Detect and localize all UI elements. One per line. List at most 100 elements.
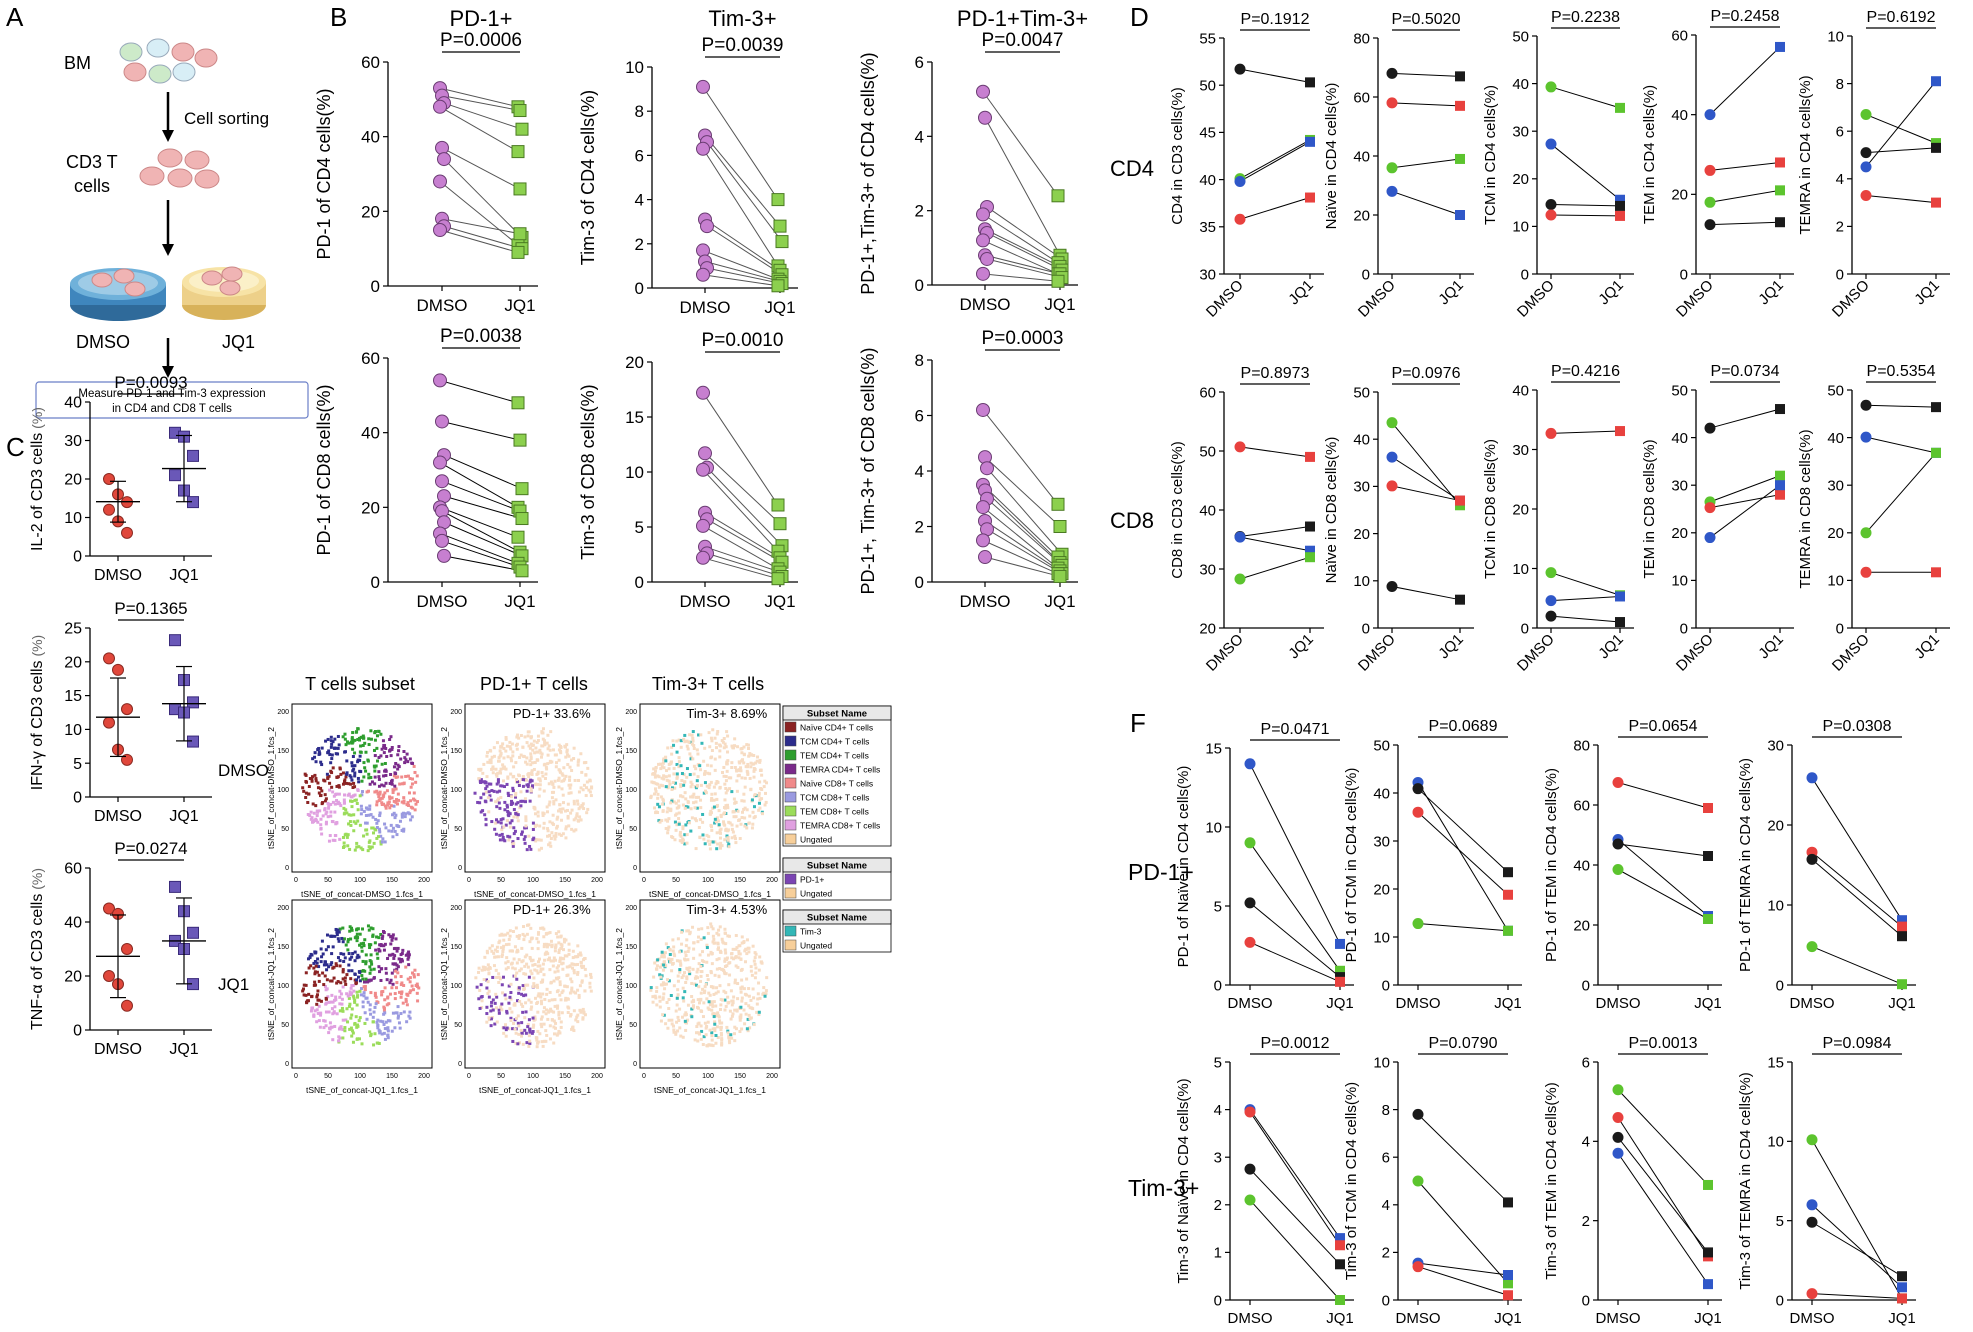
tsne-dot xyxy=(344,743,348,747)
tsne-dot xyxy=(341,1028,345,1032)
y-tick-label: 8 xyxy=(1836,76,1844,93)
tsne-dot xyxy=(371,831,375,835)
tsne-dot xyxy=(397,957,401,961)
tsne-dot xyxy=(387,829,391,833)
tsne-dot xyxy=(669,809,673,813)
jq1-point xyxy=(1503,1197,1513,1208)
tsne-dot xyxy=(342,801,346,805)
tsne-x-tick: 100 xyxy=(702,1073,714,1080)
tsne-dot xyxy=(676,799,680,803)
tsne-dot xyxy=(662,963,666,967)
tsne-dot xyxy=(355,939,359,943)
jq1-point xyxy=(1051,189,1065,203)
tsne-dot xyxy=(517,936,521,940)
tsne-dot xyxy=(669,801,673,805)
tsne-dot xyxy=(683,957,687,961)
tsne-dot xyxy=(699,768,703,772)
dmso-point xyxy=(1386,480,1398,492)
tsne-dot xyxy=(479,983,483,987)
pair-line xyxy=(443,454,523,490)
tsne-dot xyxy=(538,992,542,996)
legend-swatch xyxy=(784,735,797,747)
tsne-dot xyxy=(531,963,535,967)
tsne-dot xyxy=(707,731,711,735)
tsne-dot xyxy=(395,963,399,967)
tsne-dot xyxy=(655,986,659,990)
tsne-dot xyxy=(356,819,360,823)
panel-letter-a: A xyxy=(6,2,24,32)
tsne-dot xyxy=(664,982,668,986)
tsne-dot xyxy=(730,827,734,831)
x-tick-label: DMSO xyxy=(1203,631,1247,675)
jq1-point xyxy=(1703,1247,1713,1258)
tsne-dot xyxy=(527,744,531,748)
tsne-dot xyxy=(358,989,362,993)
tsne-dot xyxy=(373,731,377,735)
tsne-dot xyxy=(501,933,505,937)
tsne-dot xyxy=(480,1006,484,1010)
tsne-dot xyxy=(659,762,663,766)
tsne-x-tick: 100 xyxy=(527,1073,539,1080)
tsne-dot xyxy=(366,1000,370,1004)
tsne-dot xyxy=(389,942,393,946)
tsne-dot xyxy=(576,955,580,959)
tsne-dot xyxy=(549,730,553,734)
tsne-dot xyxy=(499,818,503,822)
tsne-dot xyxy=(691,736,695,740)
x-tick-label: DMSO xyxy=(417,296,468,315)
tsne-dot xyxy=(514,795,518,799)
tsne-dot xyxy=(755,1002,759,1006)
tsne-dot xyxy=(742,1008,746,1012)
tsne-dot xyxy=(404,812,408,816)
tsne-dot xyxy=(534,783,538,787)
tsne-dot xyxy=(502,825,506,829)
pair-line xyxy=(1550,204,1621,207)
tsne-dot xyxy=(333,1024,337,1028)
tsne-dot xyxy=(740,985,744,989)
tsne-dot xyxy=(740,815,744,819)
tsne-dot xyxy=(313,950,317,954)
legend-label: Ungated xyxy=(800,941,832,951)
p-value-label: P=0.8973 xyxy=(1241,365,1310,382)
tsne-dot xyxy=(401,1001,405,1005)
tsne-dot xyxy=(753,767,757,771)
cd3-label-line1: CD3 T xyxy=(66,152,118,172)
tsne-dot xyxy=(507,1001,511,1005)
tsne-dot xyxy=(559,810,563,814)
tsne-dot xyxy=(740,999,744,1003)
tsne-dot xyxy=(685,744,689,748)
tsne-dot xyxy=(555,1033,559,1037)
tsne-dot xyxy=(408,1010,412,1014)
tsne-dot xyxy=(353,751,357,755)
tsne-dot xyxy=(499,744,503,748)
tsne-dot xyxy=(698,764,702,768)
tsne-dot xyxy=(554,932,558,936)
tsne-dot xyxy=(350,805,354,809)
tsne-dot xyxy=(361,848,365,852)
tsne-dot xyxy=(519,804,523,808)
tsne-dot xyxy=(508,949,512,953)
tsne-dot xyxy=(566,763,570,767)
tsne-dot xyxy=(367,979,371,983)
tsne-dot xyxy=(520,832,524,836)
tsne-dot xyxy=(710,1003,714,1007)
tsne-dot xyxy=(509,962,513,966)
y-tick-label: 60 xyxy=(64,861,82,878)
tsne-dot xyxy=(523,841,527,845)
tsne-dot xyxy=(490,755,494,759)
tsne-dot xyxy=(505,1009,509,1013)
tsne-dot xyxy=(501,817,505,821)
tsne-dot xyxy=(551,748,555,752)
tsne-dot xyxy=(514,1031,518,1035)
tsne-dot xyxy=(546,733,550,737)
tsne-dot xyxy=(653,792,657,796)
tsne-dot xyxy=(719,1025,723,1029)
tsne-dot xyxy=(322,778,326,782)
tsne-dot xyxy=(685,938,689,942)
tsne-dot xyxy=(515,948,519,952)
tsne-dot xyxy=(317,752,321,756)
tsne-dot xyxy=(357,1019,361,1023)
tsne-dot xyxy=(655,964,659,968)
tsne-dot xyxy=(324,812,328,816)
